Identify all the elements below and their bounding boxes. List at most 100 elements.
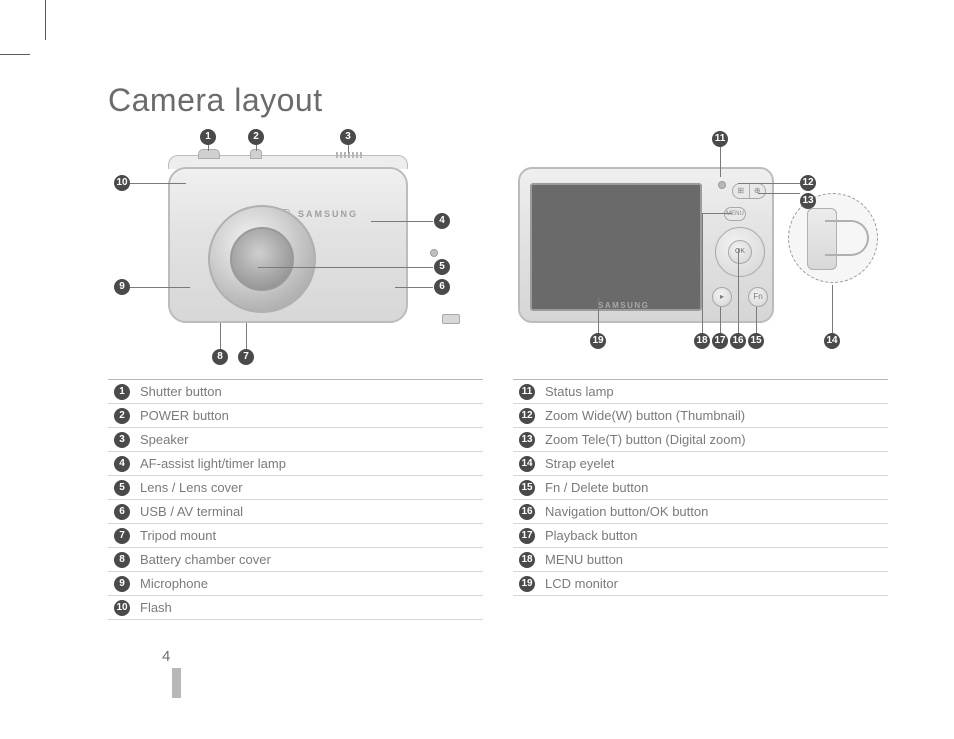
legend-label: Shutter button xyxy=(140,384,222,399)
legend-label: LCD monitor xyxy=(545,576,618,591)
lead-line xyxy=(720,143,721,177)
lead-line xyxy=(598,297,599,337)
legend-row: 10Flash xyxy=(108,596,483,620)
zoom-rocker: ⊞ ⊕ xyxy=(732,183,766,199)
camera-back-diagram: SAMSUNG ⊞ ⊕ MENU OK ▸ Fn xyxy=(518,137,888,365)
legend-label: MENU button xyxy=(545,552,623,567)
fn-button-shape: Fn xyxy=(748,287,768,307)
legend-row: 11 Status lamp xyxy=(513,380,888,404)
legend-row: 17Playback button xyxy=(513,524,888,548)
lead-line xyxy=(258,267,433,268)
strap-loop xyxy=(825,220,869,256)
lens-glass xyxy=(230,227,294,291)
callout-17: 17 xyxy=(712,333,728,349)
legend-number: 12 xyxy=(519,408,535,424)
callout-10: 10 xyxy=(114,175,130,191)
legend-label: Flash xyxy=(140,600,172,615)
camera-front-body: SAMSUNG xyxy=(168,167,408,323)
legend-number: 11 xyxy=(519,384,535,400)
legend-row: 6 USB / AV terminal xyxy=(108,500,483,524)
legend-label: POWER button xyxy=(140,408,229,423)
legend-label: Navigation button/OK button xyxy=(545,504,708,519)
callout-16: 16 xyxy=(730,333,746,349)
front-legend: 1 Shutter button 2 POWER button 3 Speaker 4AF-… xyxy=(108,379,483,620)
legend-row: 16Navigation button/OK button xyxy=(513,500,888,524)
legend-row: 8 Battery chamber cover xyxy=(108,548,483,572)
callout-3: 3 xyxy=(340,129,356,145)
legend-label: Lens / Lens cover xyxy=(140,480,243,495)
legend-row: 2 POWER button xyxy=(108,404,483,428)
legend-label: Zoom Wide(W) button (Thumbnail) xyxy=(545,408,745,423)
callout-14: 14 xyxy=(824,333,840,349)
legend-row: 19 LCD monitor xyxy=(513,572,888,596)
speaker-grille xyxy=(336,152,362,158)
callout-13: 13 xyxy=(800,193,816,209)
legend-number: 7 xyxy=(114,528,130,544)
callout-19: 19 xyxy=(590,333,606,349)
legend-row: 14 Strap eyelet xyxy=(513,452,888,476)
lcd-screen: SAMSUNG xyxy=(530,183,702,311)
legend-number: 6 xyxy=(114,504,130,520)
diagram-row: SAMSUNG 1 2 3 4 5 6 7 8 xyxy=(108,137,888,365)
page-number: 4 xyxy=(162,648,170,665)
legend-label: Zoom Tele(T) button (Digital zoom) xyxy=(545,432,746,447)
legend-row: 9Microphone xyxy=(108,572,483,596)
legend-label: Battery chamber cover xyxy=(140,552,271,567)
callout-8: 8 xyxy=(212,349,228,365)
callout-5: 5 xyxy=(434,259,450,275)
lead-line xyxy=(832,285,833,333)
page-title: Camera layout xyxy=(108,82,888,119)
usb-av-terminal xyxy=(442,314,460,324)
callout-12: 12 xyxy=(800,175,816,191)
page-content: Camera layout SAMSUNG xyxy=(108,82,888,620)
legend-row: 12 Zoom Wide(W) button (Thumbnail) xyxy=(513,404,888,428)
legend-row: 5 Lens / Lens cover xyxy=(108,476,483,500)
legend-row: 4AF-assist light/timer lamp xyxy=(108,452,483,476)
lead-line xyxy=(130,287,190,288)
brand-logo-front: SAMSUNG xyxy=(298,209,358,219)
legend-number: 14 xyxy=(519,456,535,472)
callout-9: 9 xyxy=(114,279,130,295)
legend-number: 3 xyxy=(114,432,130,448)
camera-front-diagram: SAMSUNG 1 2 3 4 5 6 7 8 xyxy=(108,137,478,365)
crop-mark-horizontal xyxy=(0,54,30,55)
menu-button-shape: MENU xyxy=(724,207,746,221)
legend-row: 7Tripod mount xyxy=(108,524,483,548)
legend-row: 3 Speaker xyxy=(108,428,483,452)
back-legend: 11 Status lamp 12 Zoom Wide(W) button (Thum… xyxy=(513,379,888,620)
legend-label: Microphone xyxy=(140,576,208,591)
callout-15: 15 xyxy=(748,333,764,349)
legend-label: Strap eyelet xyxy=(545,456,614,471)
ok-button-shape: OK xyxy=(728,240,752,264)
legend-number: 19 xyxy=(519,576,535,592)
legend-number: 2 xyxy=(114,408,130,424)
legend-label: Status lamp xyxy=(545,384,614,399)
lead-line xyxy=(395,287,433,288)
legend-label: USB / AV terminal xyxy=(140,504,243,519)
legend-number: 1 xyxy=(114,384,130,400)
callout-18: 18 xyxy=(694,333,710,349)
legend-label: Speaker xyxy=(140,432,188,447)
legend-row: 1 Shutter button xyxy=(108,380,483,404)
legend-row: 13 Zoom Tele(T) button (Digital zoom) xyxy=(513,428,888,452)
legend-number: 13 xyxy=(519,432,535,448)
lead-line xyxy=(702,213,703,337)
brand-logo-back: SAMSUNG xyxy=(598,301,649,310)
status-lamp xyxy=(718,181,726,189)
legend-number: 18 xyxy=(519,552,535,568)
callout-4: 4 xyxy=(434,213,450,229)
callout-11: 11 xyxy=(712,131,728,147)
zoom-tele-icon: ⊕ xyxy=(750,184,766,198)
lead-line xyxy=(738,249,739,337)
callout-1: 1 xyxy=(200,129,216,145)
legend-number: 8 xyxy=(114,552,130,568)
af-assist-lamp xyxy=(430,249,438,257)
crop-mark-vertical xyxy=(45,0,46,40)
callout-6: 6 xyxy=(434,279,450,295)
callout-2: 2 xyxy=(248,129,264,145)
page-tab-marker xyxy=(172,668,181,698)
zoom-wide-icon: ⊞ xyxy=(733,184,750,198)
legend-number: 5 xyxy=(114,480,130,496)
callout-7: 7 xyxy=(238,349,254,365)
playback-button-shape: ▸ xyxy=(712,287,732,307)
